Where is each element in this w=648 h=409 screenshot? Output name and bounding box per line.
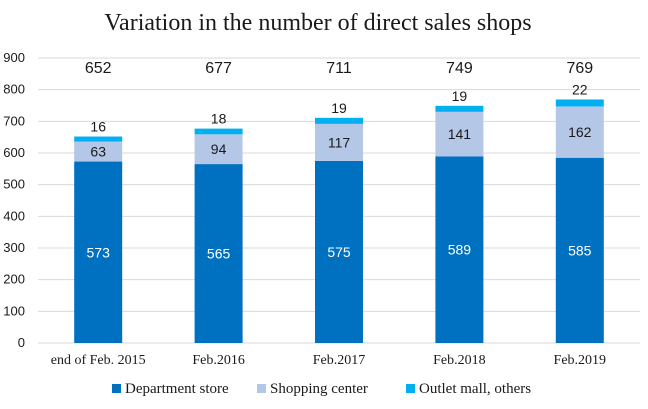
y-tick-label: 600 xyxy=(3,145,25,160)
total-label: 749 xyxy=(446,60,473,77)
y-axis: 0 100 200 300 400 500 600 700 800 900 xyxy=(3,50,25,350)
y-tick-label: 700 xyxy=(3,113,25,128)
bar-segment xyxy=(435,111,484,157)
bar-segment xyxy=(74,141,123,162)
y-tick-label: 200 xyxy=(3,272,25,287)
bar-segment xyxy=(435,105,484,112)
legend-swatch xyxy=(406,384,415,393)
data-label: 19 xyxy=(452,88,468,104)
data-label: 16 xyxy=(90,119,106,135)
x-tick-label: Feb.2016 xyxy=(192,353,245,368)
legend-label: Shopping center xyxy=(270,381,368,397)
bars: 573 63 16 652 565 94 18 677 575 117 19 711 589 141 19 7… xyxy=(74,60,604,343)
y-tick-label: 900 xyxy=(3,50,25,65)
x-axis: end of Feb. 2015 Feb.2016 Feb.2017 Feb.2018… xyxy=(51,353,606,368)
y-tick-label: 800 xyxy=(3,82,25,97)
data-label: 22 xyxy=(572,81,588,97)
y-tick-label: 300 xyxy=(3,240,25,255)
x-tick-label: Feb.2017 xyxy=(313,353,366,368)
bar-segment xyxy=(194,128,243,135)
bar-segment xyxy=(555,106,604,158)
y-tick-label: 400 xyxy=(3,208,25,223)
data-label: 19 xyxy=(331,100,347,116)
legend-label: Outlet mall, others xyxy=(419,381,531,397)
data-label: 162 xyxy=(568,124,592,140)
legend-label: Department store xyxy=(125,381,229,397)
chart-title: Variation in the number of direct sales … xyxy=(104,10,531,36)
y-tick-label: 500 xyxy=(3,177,25,192)
bar-segment xyxy=(194,134,243,165)
y-tick-label: 0 xyxy=(18,335,25,350)
bar-segment xyxy=(555,99,604,107)
bar-segment xyxy=(194,164,243,343)
bar-segment xyxy=(435,156,484,343)
total-label: 711 xyxy=(326,60,352,77)
legend-swatch xyxy=(257,384,266,393)
data-label: 141 xyxy=(448,126,472,142)
bar-segment xyxy=(315,123,363,161)
data-label: 94 xyxy=(211,141,227,157)
bar-segment xyxy=(74,136,123,142)
x-tick-label: Feb.2018 xyxy=(433,353,486,368)
x-tick-label: end of Feb. 2015 xyxy=(51,353,146,368)
bar-segment xyxy=(315,160,363,343)
y-tick-label: 100 xyxy=(3,303,25,318)
data-label: 573 xyxy=(87,244,111,260)
legend: Department store Shopping center Outlet ma… xyxy=(112,381,531,397)
data-label: 575 xyxy=(327,244,351,260)
data-label: 18 xyxy=(211,111,227,127)
data-label: 585 xyxy=(568,242,592,258)
data-label: 63 xyxy=(90,144,106,160)
total-label: 652 xyxy=(85,60,112,77)
legend-swatch xyxy=(112,384,121,393)
total-label: 769 xyxy=(566,60,593,77)
x-tick-label: Feb.2019 xyxy=(554,353,607,368)
bar-segment xyxy=(555,157,604,343)
data-label: 565 xyxy=(207,246,231,262)
bar-segment xyxy=(74,161,123,343)
data-label: 589 xyxy=(448,242,472,258)
total-label: 677 xyxy=(205,60,232,77)
bar-segment xyxy=(315,117,363,124)
data-label: 117 xyxy=(328,134,351,150)
